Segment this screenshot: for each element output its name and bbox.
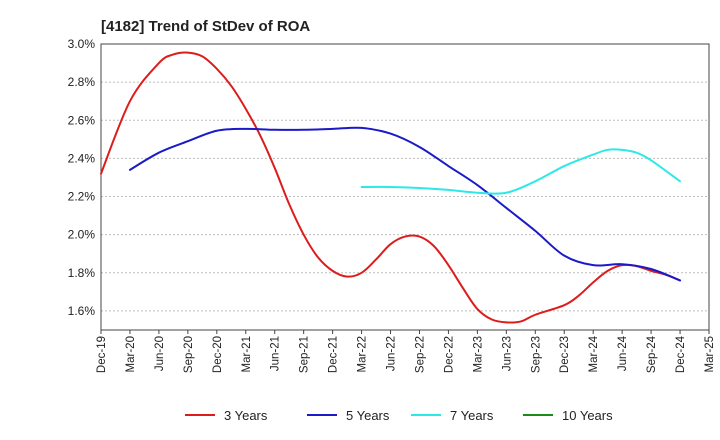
y-tick-label: 2.8% [68,75,96,89]
x-tick-label: Sep-24 [646,335,658,373]
y-tick-labels: 1.6% 1.8% 2.0% 2.2% 2.4% 2.6% 2.8% 3.0% [68,37,96,318]
x-tick-labels: Dec-19 Mar-20 Jun-20 Sep-20 Dec-20 Mar-21 Jun-… [96,335,716,373]
y-tick-label: 2.0% [68,228,96,242]
x-tick-label: Dec-21 [328,336,340,373]
axes [100,43,710,334]
x-tick-label: Jun-20 [154,336,166,371]
x-tick-label: Mar-21 [241,336,253,372]
legend-label: 7 Years [450,408,494,423]
y-tick-label: 2.6% [68,113,96,127]
x-tick-label: Jun-24 [617,335,629,371]
x-tick-label: Dec-24 [675,335,687,373]
x-tick-label: Sep-23 [530,336,542,373]
grid-lines [101,43,709,312]
plot-frame [100,43,710,331]
legend-label: 10 Years [562,408,613,423]
x-tick-label: Mar-24 [588,335,600,372]
legend: 3 Years 5 Years 7 Years 10 Years [185,408,613,423]
x-tick-label: Sep-22 [414,336,426,373]
legend-label: 5 Years [346,408,390,423]
x-tick-label: Jun-21 [270,336,282,371]
x-tick-label: Jun-22 [386,336,398,371]
x-tick-label: Sep-21 [299,336,311,373]
x-tick-label: Dec-23 [559,336,571,373]
y-tick-label: 2.2% [68,190,96,204]
x-tick-label: Mar-22 [357,336,369,372]
x-tick-label: Mar-23 [472,336,484,372]
series-line-3-years [100,51,682,324]
x-tick-label: Dec-22 [443,336,455,373]
x-tick-label: Mar-25 [704,336,716,372]
y-tick-label: 2.4% [68,151,96,165]
x-tick-label: Sep-20 [183,336,195,373]
y-tick-label: 1.6% [68,304,96,318]
x-tick-label: Mar-20 [125,336,137,372]
x-tick-label: Dec-20 [212,336,224,373]
chart-title: [4182] Trend of StDev of ROA [101,18,310,35]
series-line-7-years [360,148,682,195]
series-line-5-years [128,126,682,282]
x-tick-label: Jun-23 [501,336,513,371]
y-tick-label: 1.8% [68,266,96,280]
legend-label: 3 Years [224,408,268,423]
plot-series [100,51,682,324]
y-tick-label: 3.0% [68,37,96,51]
x-tick-label: Dec-19 [96,336,108,373]
